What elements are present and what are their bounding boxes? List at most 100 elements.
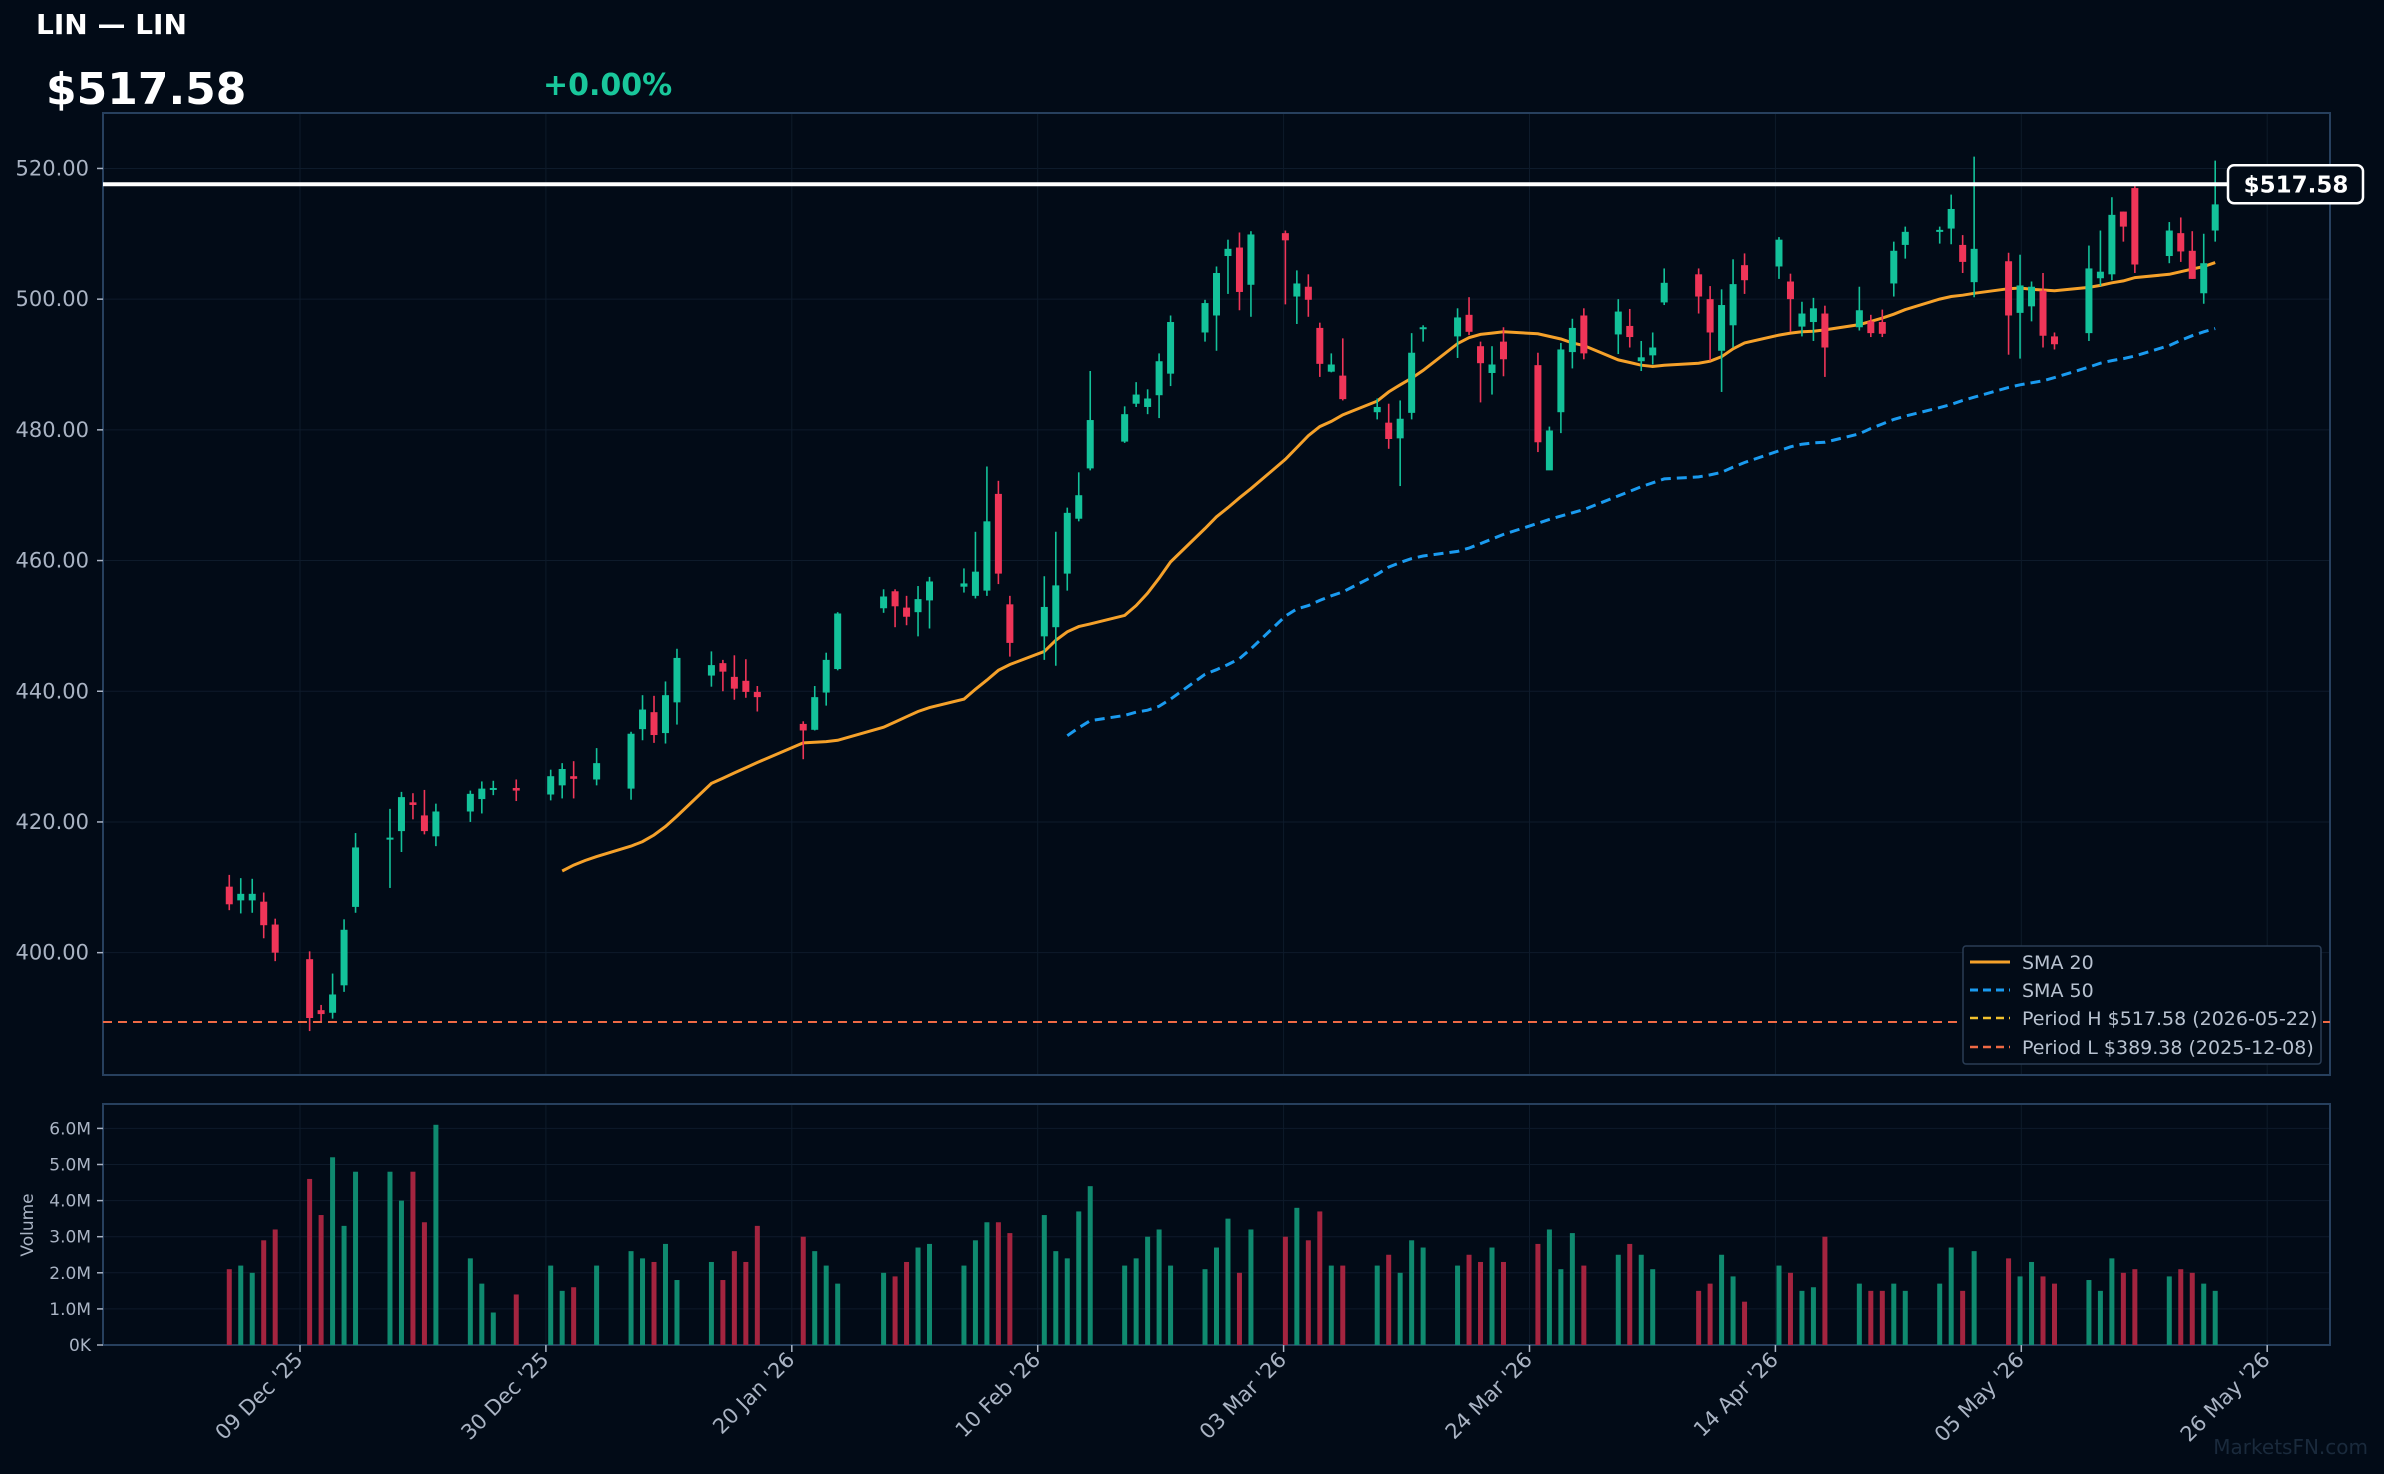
candle-body — [1327, 364, 1335, 372]
volume-bar — [1937, 1283, 1943, 1345]
candle-body — [673, 657, 681, 703]
price-tick-label: 400.00 — [16, 941, 89, 965]
volume-bar — [341, 1225, 347, 1345]
candle-body — [891, 591, 899, 607]
volume-bar — [1879, 1290, 1885, 1345]
candle — [1224, 239, 1232, 294]
candle-body — [834, 613, 842, 670]
volume-bar — [892, 1276, 898, 1345]
candle — [1281, 230, 1289, 305]
volume-bar — [1064, 1258, 1070, 1345]
candle — [1465, 297, 1473, 336]
candle — [2016, 254, 2024, 359]
volume-bar — [881, 1272, 887, 1345]
volume-bar — [1340, 1265, 1346, 1345]
candle — [1006, 595, 1014, 657]
candle-body — [914, 599, 922, 613]
volume-bar — [330, 1157, 336, 1345]
candle-body — [1304, 286, 1312, 300]
candle-body — [1821, 313, 1829, 348]
watermark: MarketsFN.com — [2213, 1435, 2368, 1459]
candle-body — [1293, 283, 1301, 297]
volume-bar — [2006, 1258, 2012, 1345]
volume-bar — [1409, 1240, 1415, 1345]
candle-body — [1063, 512, 1071, 574]
candle-body — [1580, 315, 1588, 354]
volume-bar — [1638, 1254, 1644, 1345]
volume-bar — [1466, 1254, 1472, 1345]
volume-bar — [1799, 1290, 1805, 1345]
candle — [1649, 332, 1657, 365]
candle — [1316, 322, 1324, 377]
candle — [1970, 156, 1978, 298]
volume-bar — [1742, 1301, 1748, 1345]
price-tick-label: 440.00 — [16, 679, 89, 703]
candle-body — [2039, 290, 2047, 336]
candle — [329, 973, 337, 1019]
candle-body — [409, 802, 417, 805]
candle — [478, 781, 486, 814]
volume-bar — [1374, 1265, 1380, 1345]
candle-body — [1936, 229, 1944, 232]
candle-body — [1947, 208, 1955, 229]
price-panel-frame — [102, 112, 2331, 1076]
candle — [1786, 273, 1794, 332]
candle-body — [719, 663, 727, 672]
volume-bar — [1960, 1290, 1966, 1345]
candle — [1936, 226, 1944, 244]
candle-body — [2096, 271, 2104, 279]
time-tick-label: 10 Feb '26 — [951, 1348, 1046, 1443]
volume-bar — [2097, 1290, 2103, 1345]
candle — [1213, 266, 1220, 351]
candle — [1247, 231, 1255, 317]
volume-bar — [398, 1200, 404, 1345]
candle — [834, 612, 842, 671]
volume-bar — [927, 1243, 933, 1345]
candle-body — [2050, 336, 2058, 345]
candle-body — [593, 763, 601, 780]
candle-body — [994, 493, 1002, 574]
candle — [811, 686, 819, 731]
candle-body — [248, 893, 256, 901]
time-tick-label: 05 May '26 — [1930, 1348, 2029, 1447]
candle-body — [1775, 239, 1783, 267]
candle — [707, 651, 715, 687]
volume-bar — [640, 1258, 646, 1345]
candle — [2165, 222, 2173, 264]
candle-body — [1878, 322, 1886, 334]
time-tick-label: 03 Mar '26 — [1195, 1348, 1291, 1444]
candle — [352, 833, 360, 913]
candle-body — [1718, 305, 1726, 351]
volume-bar — [307, 1178, 313, 1345]
candle — [2085, 245, 2093, 341]
candle-body — [1213, 273, 1220, 316]
candle-body — [880, 596, 888, 609]
volume-bar — [249, 1272, 255, 1345]
volume-bar — [1558, 1269, 1564, 1345]
candle-body — [1741, 265, 1749, 281]
volume-bar — [272, 1229, 278, 1345]
candle-body — [466, 793, 474, 812]
candle-body — [1545, 430, 1553, 471]
candle — [1695, 268, 1703, 314]
volume-bar — [559, 1290, 565, 1345]
volume-bar — [1305, 1240, 1311, 1345]
price-tick-label: 420.00 — [16, 810, 89, 834]
candle-body — [1649, 347, 1657, 356]
candle — [386, 808, 394, 888]
time-tick-label: 26 May '26 — [2176, 1348, 2275, 1447]
candle — [971, 531, 979, 599]
candle-body — [225, 886, 233, 905]
candle — [1901, 226, 1909, 259]
candle — [593, 748, 601, 786]
candle-body — [2188, 250, 2196, 279]
candle-body — [1167, 322, 1175, 374]
candle — [1327, 353, 1335, 373]
candle — [547, 769, 555, 801]
candle — [2028, 281, 2036, 322]
candle-body — [1075, 495, 1083, 519]
candle — [2211, 160, 2219, 242]
candle — [1477, 341, 1485, 403]
candle — [983, 466, 991, 596]
